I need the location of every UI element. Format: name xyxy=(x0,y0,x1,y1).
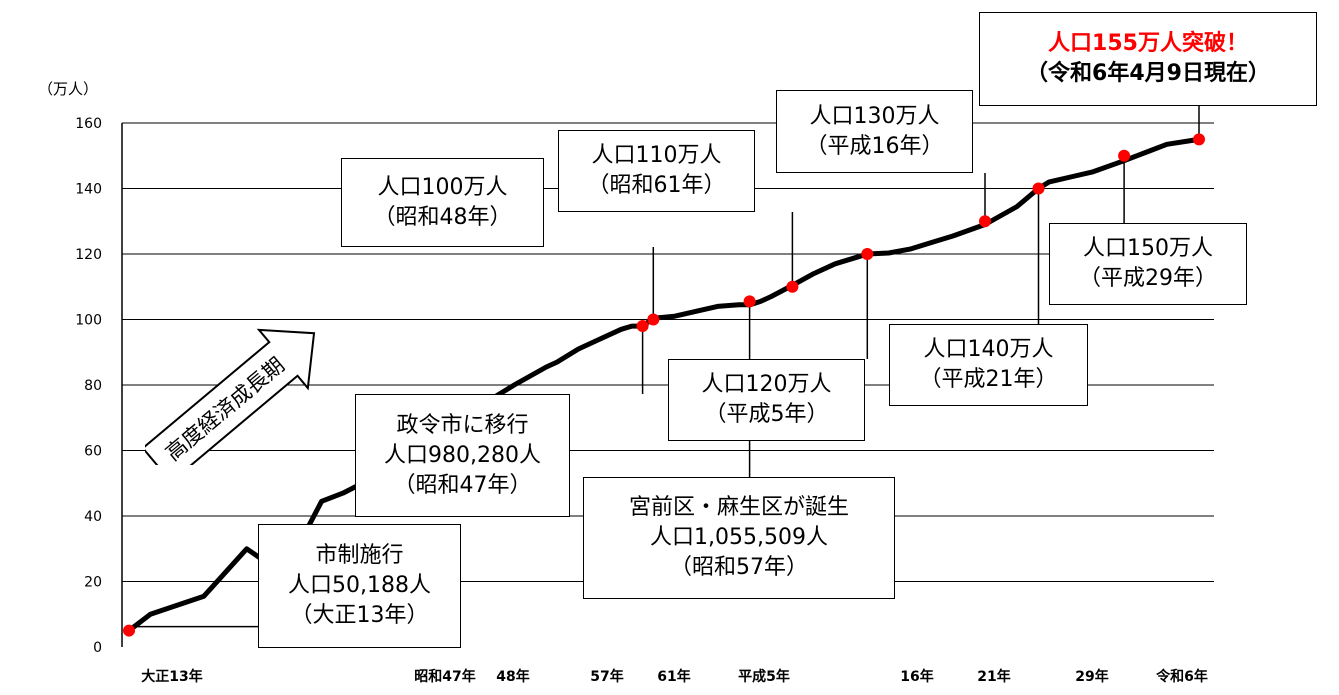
annotation-1993: 人口120万人 （平成5年） xyxy=(668,359,865,441)
annotation-2017-line-2: （平成29年） xyxy=(1079,266,1217,291)
marker-2009 xyxy=(1032,182,1045,195)
annotation-2024: 人口155万人突破！ （令和6年4月9日現在） xyxy=(979,12,1317,106)
annotation-1982-line-2: 人口1,055,509人 xyxy=(650,525,828,550)
x-tick-2009: 21年 xyxy=(977,668,1010,685)
annotation-1973: 人口100万人 （昭和48年） xyxy=(341,158,544,247)
annotation-2009: 人口140万人 （平成21年） xyxy=(889,324,1088,406)
x-tick-1973: 48年 xyxy=(496,668,529,685)
y-tick-20: 20 xyxy=(84,575,102,591)
annotation-1982: 宮前区・麻生区が誕生 人口1,055,509人 （昭和57年） xyxy=(583,477,895,599)
y-tick-40: 40 xyxy=(84,509,102,525)
y-tick-0: 0 xyxy=(93,640,102,656)
annotation-1924-line-3: （大正13年） xyxy=(290,603,429,628)
y-tick-60: 60 xyxy=(84,444,102,460)
annotation-1972: 政令市に移行 人口980,280人 （昭和47年） xyxy=(355,394,570,517)
x-tick-1982: 57年 xyxy=(590,668,623,685)
x-tick-1972: 昭和47年 xyxy=(414,668,475,685)
x-tick-1986: 61年 xyxy=(657,668,690,685)
annotation-1986-line-2: （昭和61年） xyxy=(587,173,726,198)
annotation-2017: 人口150万人 （平成29年） xyxy=(1049,223,1247,305)
y-unit-label: （万人） xyxy=(38,80,99,98)
y-tick-labels: 0 20 40 60 80 100 120 140 160 xyxy=(75,116,102,656)
period-arrow: 高度経済成長期 xyxy=(145,328,316,465)
annotation-1982-line-3: （昭和57年） xyxy=(670,555,808,580)
annotation-1972-line-2: 人口980,280人 xyxy=(384,442,541,468)
annotation-1924: 市制施行 人口50,188人 （大正13年） xyxy=(258,524,461,648)
annotation-2009-line-2: （平成21年） xyxy=(919,367,1058,392)
annotation-1972-line-1: 政令市に移行 xyxy=(396,412,529,438)
annotation-1924-line-2: 人口50,188人 xyxy=(288,573,431,598)
annotation-2017-line-1: 人口150万人 xyxy=(1083,236,1213,261)
period-arrow-label: 高度経済成長期 xyxy=(161,353,289,465)
marker-1986 xyxy=(786,280,799,293)
x-tick-2004: 16年 xyxy=(900,668,933,685)
x-tick-labels: 大正13年 昭和47年 48年 57年 61年 平成5年 16年 21年 29年 令和6年 xyxy=(141,668,1208,685)
y-tick-80: 80 xyxy=(84,378,102,394)
annotation-1973-line-2: （昭和48年） xyxy=(373,204,512,230)
y-tick-100: 100 xyxy=(75,313,102,329)
x-tick-2024: 令和6年 xyxy=(1155,668,1208,685)
annotation-1986: 人口110万人 （昭和61年） xyxy=(558,130,755,212)
milestone-markers xyxy=(123,133,1205,637)
annotation-1986-line-1: 人口110万人 xyxy=(591,143,722,168)
x-tick-1993: 平成5年 xyxy=(738,668,790,685)
annotation-2024-line-2: （令和6年4月9日現在） xyxy=(1026,61,1270,86)
period-arrow-shape xyxy=(145,328,316,465)
annotation-1973-line-1: 人口100万人 xyxy=(377,174,508,200)
annotation-2004-line-2: （平成16年） xyxy=(805,133,944,159)
annotation-1972-line-3: （昭和47年） xyxy=(393,472,532,498)
annotation-2024-line-1: 人口155万人突破！ xyxy=(1048,31,1248,56)
annotation-1993-line-2: （平成5年） xyxy=(704,402,829,427)
marker-2024 xyxy=(1193,133,1205,146)
marker-1982 xyxy=(743,295,756,308)
marker-1924 xyxy=(123,624,135,637)
y-tick-160: 160 xyxy=(75,116,102,132)
marker-1972 xyxy=(636,319,649,332)
y-tick-140: 140 xyxy=(75,182,102,198)
x-tick-2017: 29年 xyxy=(1075,668,1108,685)
marker-2004 xyxy=(979,215,991,228)
annotation-2004-line-1: 人口130万人 xyxy=(809,103,940,129)
marker-2017 xyxy=(1118,149,1131,162)
annotation-2004: 人口130万人 （平成16年） xyxy=(776,90,973,173)
marker-1993 xyxy=(861,248,874,260)
marker-1973 xyxy=(647,313,660,326)
y-tick-120: 120 xyxy=(75,247,102,263)
annotation-1924-line-1: 市制施行 xyxy=(315,543,404,568)
annotation-1982-line-1: 宮前区・麻生区が誕生 xyxy=(628,495,849,520)
x-tick-1924: 大正13年 xyxy=(141,668,202,685)
annotation-1993-line-1: 人口120万人 xyxy=(701,372,832,397)
annotation-2009-line-1: 人口140万人 xyxy=(923,337,1054,362)
